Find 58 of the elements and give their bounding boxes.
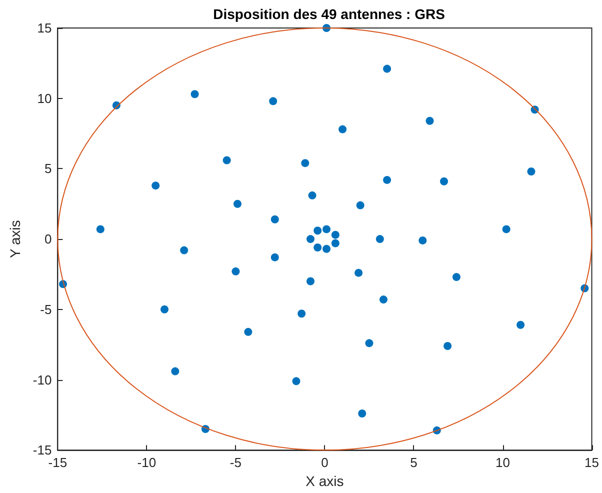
- y-tick-label: 5: [44, 161, 52, 176]
- point: [306, 235, 314, 244]
- point: [96, 225, 104, 234]
- point: [376, 235, 384, 244]
- chart-title: Disposition des 49 antennes : GRS: [213, 6, 445, 22]
- point: [314, 243, 322, 252]
- point: [440, 177, 448, 186]
- point: [301, 159, 310, 168]
- x-tick-label: 15: [584, 455, 600, 470]
- point: [502, 225, 510, 234]
- y-tick-label: -5: [40, 302, 52, 317]
- point: [244, 328, 252, 336]
- y-tick-label: 15: [37, 20, 52, 36]
- point: [356, 201, 364, 210]
- point: [190, 90, 199, 98]
- point: [418, 236, 427, 244]
- point: [331, 230, 340, 239]
- point: [383, 176, 392, 184]
- y-tick-label: 10: [37, 90, 52, 106]
- point: [383, 64, 392, 73]
- point: [292, 377, 300, 386]
- point: [516, 320, 525, 329]
- point: [338, 125, 347, 134]
- x-tick-label: 5: [410, 455, 418, 470]
- x-axis-title: X axis: [306, 473, 344, 489]
- point: [270, 215, 279, 224]
- point: [171, 367, 180, 376]
- point: [234, 200, 242, 208]
- x-tick-label: 0: [321, 455, 328, 470]
- point: [379, 296, 388, 304]
- point: [314, 226, 322, 235]
- point: [308, 191, 316, 200]
- point: [358, 410, 366, 418]
- point: [365, 339, 374, 348]
- point: [306, 277, 314, 286]
- y-tick-label: 0: [44, 232, 52, 247]
- point: [152, 182, 160, 190]
- point: [160, 305, 169, 314]
- point: [222, 156, 231, 164]
- point: [444, 342, 452, 350]
- point: [426, 116, 434, 125]
- point: [232, 267, 240, 276]
- point: [452, 273, 460, 282]
- x-tick-label: -10: [137, 455, 156, 470]
- point: [180, 246, 188, 254]
- y-tick-label: -10: [32, 372, 52, 388]
- point: [331, 239, 340, 248]
- point: [269, 97, 278, 106]
- point: [527, 168, 536, 176]
- point: [298, 310, 306, 318]
- x-tick-label: 10: [496, 455, 510, 470]
- y-axis-title: Y axis: [7, 220, 23, 258]
- point: [322, 244, 331, 253]
- point: [354, 268, 363, 277]
- point: [270, 253, 279, 262]
- y-tick-label: -15: [32, 442, 52, 458]
- x-tick-label: -5: [230, 455, 242, 470]
- point: [322, 225, 331, 234]
